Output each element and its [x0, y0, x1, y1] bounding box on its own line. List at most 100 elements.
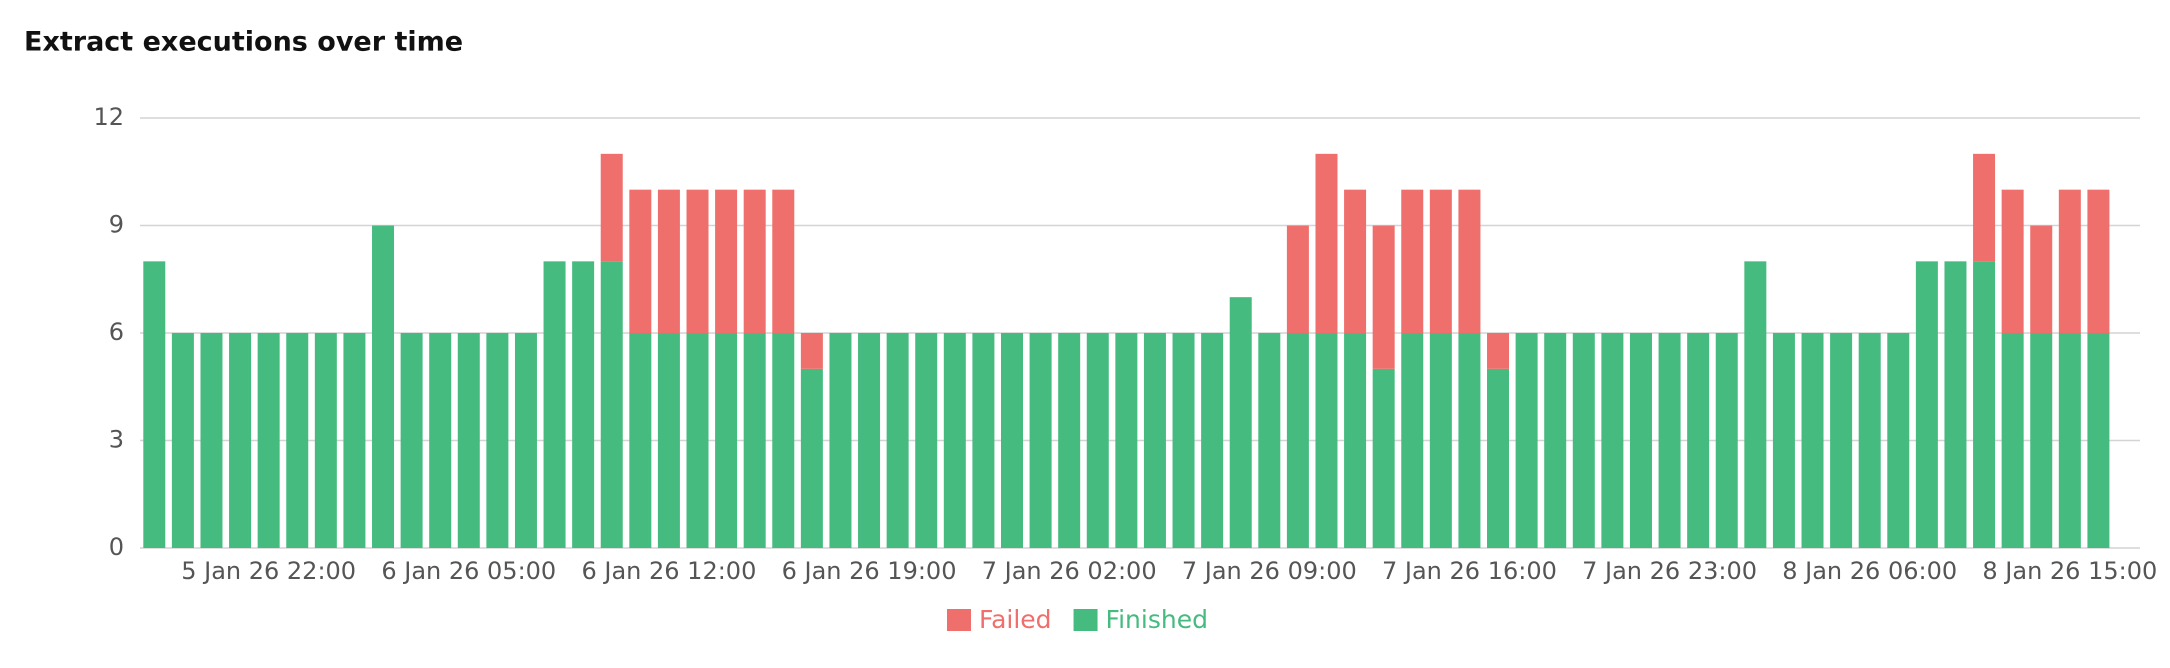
x-tick-label: 6 Jan 26 12:00: [581, 557, 756, 585]
bar-segment: [1344, 333, 1367, 548]
x-tick-label: 6 Jan 26 05:00: [381, 557, 556, 585]
bar-segment: [1887, 333, 1910, 548]
bar-segment: [772, 333, 795, 548]
bar-segment: [1915, 261, 1938, 548]
bar-segment: [1401, 189, 1424, 333]
bar-segment: [143, 261, 166, 548]
bar-segment: [943, 333, 966, 548]
bar-segment: [229, 333, 252, 548]
bar-segment: [600, 261, 623, 548]
x-tick-label: 8 Jan 26 06:00: [1782, 557, 1957, 585]
bar-segment: [1858, 333, 1881, 548]
bar-segment: [1944, 261, 1967, 548]
bar-segment: [1286, 225, 1309, 333]
bar-segment: [1029, 333, 1052, 548]
bar-segment: [1344, 189, 1367, 333]
bar-segment: [657, 189, 680, 333]
y-tick-label: 0: [109, 533, 124, 561]
bar-segment: [1172, 333, 1195, 548]
bar-segment: [858, 333, 881, 548]
bar-segment: [1830, 333, 1853, 548]
x-tick-label: 5 Jan 26 22:00: [181, 557, 356, 585]
bar-segment: [1772, 333, 1795, 548]
bar-segment: [629, 333, 652, 548]
bar-segment: [1973, 153, 1996, 262]
bar-segment: [200, 333, 223, 548]
bar-segment: [1315, 153, 1338, 333]
bar-segment: [743, 189, 766, 333]
bar-segment: [1143, 333, 1166, 548]
x-tick-label: 7 Jan 26 23:00: [1582, 557, 1757, 585]
bar-segment: [1458, 189, 1481, 333]
chart-title: Extract executions over time: [24, 27, 463, 58]
x-tick-label: 8 Jan 26 15:00: [1982, 557, 2157, 585]
bar-segment: [1000, 333, 1023, 548]
bar-segment: [1658, 333, 1681, 548]
bar-segment: [372, 225, 395, 548]
bar-segment: [829, 333, 852, 548]
x-tick-label: 6 Jan 26 19:00: [782, 557, 957, 585]
bar-segment: [1687, 333, 1710, 548]
bar-segment: [2030, 333, 2053, 548]
legend-swatch: [1073, 609, 1098, 631]
legend-swatch: [947, 609, 971, 631]
bar-segment: [1744, 261, 1767, 548]
bar-segment: [972, 333, 995, 548]
bar-segment: [343, 333, 366, 548]
bar-segment: [1515, 333, 1538, 548]
bar-segment: [286, 333, 309, 548]
bar-segment: [400, 333, 423, 548]
bar-segment: [686, 333, 709, 548]
bar-segment: [1258, 333, 1281, 548]
bar-segment: [1115, 333, 1138, 548]
bar-segment: [800, 333, 823, 369]
bar-segment: [1973, 261, 1996, 548]
bar-segment: [1229, 297, 1252, 548]
bar-segment: [1572, 333, 1595, 548]
bar-segment: [2087, 333, 2110, 548]
y-tick-label: 3: [109, 426, 124, 454]
bar-segment: [1286, 333, 1309, 548]
y-tick-label: 12: [93, 103, 124, 131]
bar-segment: [257, 333, 280, 548]
bar-segment: [486, 333, 509, 548]
bar-segment: [572, 261, 595, 548]
bar-segment: [686, 189, 709, 333]
bar-segment: [1372, 225, 1395, 369]
bar-segment: [886, 333, 909, 548]
bar-segment: [2058, 333, 2081, 548]
bar-segment: [1401, 333, 1424, 548]
bar-segment: [2030, 225, 2053, 333]
legend-label: Finished: [1106, 605, 1208, 634]
bar-segment: [715, 189, 738, 333]
y-tick-label: 9: [109, 211, 124, 239]
bar-segment: [1544, 333, 1567, 548]
bar-segment: [543, 261, 566, 548]
bar-segment: [457, 333, 480, 548]
bar-segment: [514, 333, 537, 548]
bar-segment: [1715, 333, 1738, 548]
bar-segment: [1487, 333, 1510, 369]
bar-segment: [1601, 333, 1624, 548]
bar-segment: [800, 368, 823, 548]
bar-segment: [2058, 189, 2081, 333]
legend-label: Failed: [979, 605, 1052, 634]
bar-segment: [1372, 368, 1395, 548]
bar-segment: [1201, 333, 1224, 548]
bar-segment: [629, 189, 652, 333]
bar-segment: [314, 333, 337, 548]
bar-segment: [772, 189, 795, 333]
bar-segment: [600, 153, 623, 262]
x-tick-label: 7 Jan 26 09:00: [1182, 557, 1357, 585]
bar-segment: [657, 333, 680, 548]
bar-segment: [1058, 333, 1081, 548]
bar-segment: [1429, 333, 1452, 548]
bar-segment: [1629, 333, 1652, 548]
bar-segment: [429, 333, 452, 548]
bar-segment: [1801, 333, 1824, 548]
bar-segment: [1429, 189, 1452, 333]
y-tick-label: 6: [109, 318, 124, 346]
x-tick-label: 7 Jan 26 02:00: [982, 557, 1157, 585]
bar-segment: [1315, 333, 1338, 548]
